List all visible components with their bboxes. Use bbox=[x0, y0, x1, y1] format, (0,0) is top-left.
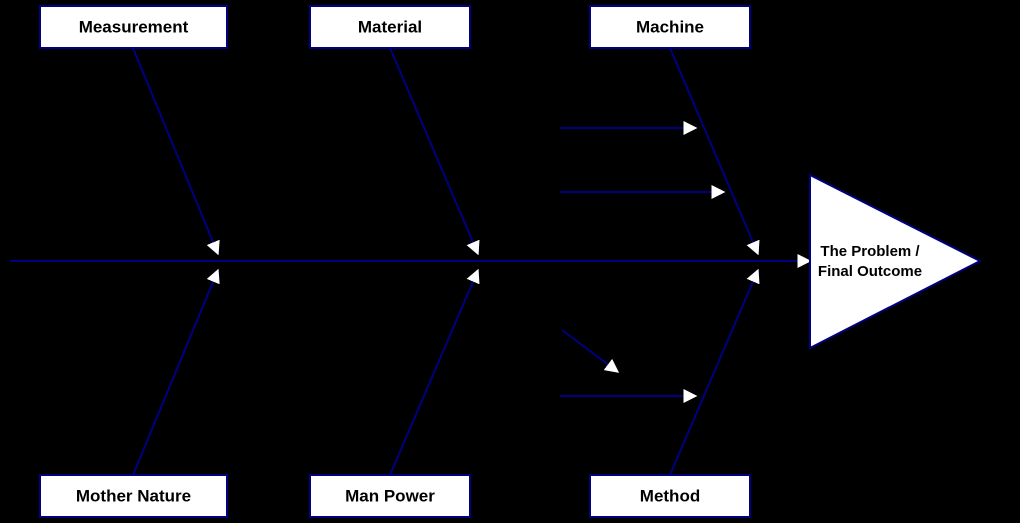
head-label-line1: The Problem / bbox=[820, 243, 920, 260]
fishbone-diagram: The Problem / Final Outcome Measurement M… bbox=[0, 0, 1020, 523]
bone-mother-nature bbox=[133, 270, 218, 475]
category-label-machine: Machine bbox=[636, 17, 704, 36]
bone-man-power bbox=[390, 270, 478, 475]
bone-material bbox=[390, 48, 478, 254]
fish-head bbox=[810, 175, 980, 348]
head-label-line2: Final Outcome bbox=[818, 263, 922, 280]
bone-method bbox=[670, 270, 758, 475]
bone-measurement bbox=[133, 48, 218, 254]
category-label-mother-nature: Mother Nature bbox=[76, 486, 191, 505]
category-label-measurement: Measurement bbox=[79, 17, 189, 36]
category-label-method: Method bbox=[640, 486, 700, 505]
category-label-material: Material bbox=[358, 17, 422, 36]
category-label-man-power: Man Power bbox=[345, 486, 435, 505]
subcause-method-3 bbox=[562, 330, 618, 372]
bone-machine bbox=[670, 48, 758, 254]
